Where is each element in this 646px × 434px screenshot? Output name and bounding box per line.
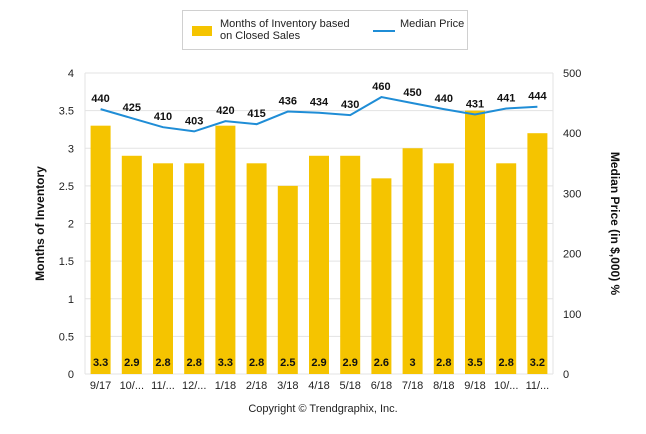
line-value-label: 440 [91,93,109,105]
bar [496,163,517,374]
bar-value-label: 2.8 [499,357,514,369]
x-tick-label: 3/18 [277,380,298,392]
bar [309,155,329,374]
bar [402,148,423,374]
y2-tick-label: 500 [563,68,581,80]
chart-legend: Months of Inventory based on Closed Sale… [182,10,468,50]
bar-value-label: 3 [410,357,416,369]
x-tick-label: 12/... [182,380,206,392]
x-tick-label: 10/... [494,380,518,392]
y-tick-label: 4 [68,68,74,80]
y-tick-label: 1.5 [59,256,74,268]
bar-value-label: 2.8 [249,357,264,369]
legend-bar-swatch [192,26,212,36]
y-tick-label: 3 [68,143,74,155]
line-value-label: 425 [123,102,141,114]
bar [153,163,173,374]
bar-value-label: 2.8 [436,357,451,369]
bar [90,125,111,374]
bar [215,125,236,374]
x-tick-label: 11/... [526,380,550,392]
x-tick-label: 5/18 [339,380,360,392]
legend-line-label: Median Price [400,18,465,30]
bar [246,163,267,374]
x-tick-label: 9/18 [464,380,485,392]
x-tick-label: 9/17 [90,380,111,392]
legend-bar-label-line2: on Closed Sales [220,30,301,42]
bar-value-label: 3.3 [93,357,108,369]
y-tick-label: 2.5 [59,181,74,193]
bar-value-label: 2.9 [343,357,358,369]
bar [433,163,454,374]
bar [340,155,361,374]
bar-value-label: 3.2 [530,357,545,369]
legend-bar-label-line1: Months of Inventory based [220,18,350,30]
y-tick-label: 0.5 [59,331,74,343]
y-tick-label: 0 [68,369,74,381]
line-value-label: 440 [435,93,453,105]
bar-value-label: 2.9 [311,357,326,369]
bar [527,133,548,374]
y-tick-label: 1 [68,294,74,306]
x-tick-label: 2/18 [246,380,267,392]
bar-value-label: 3.3 [218,357,233,369]
bar [184,163,205,374]
line-value-label: 441 [497,93,515,105]
line-value-label: 420 [216,105,234,117]
line-value-label: 436 [279,96,297,108]
y-axis-title: Months of Inventory [33,166,47,281]
median-price-line [100,96,538,133]
x-tick-label: 7/18 [402,380,423,392]
bar-value-label: 3.5 [467,357,482,369]
bar-value-label: 2.9 [124,357,139,369]
bar [465,110,485,374]
bar-value-label: 2.8 [155,357,170,369]
line-value-label: 460 [372,81,390,93]
x-tick-label: 11/... [151,380,175,392]
y2-tick-label: 400 [563,128,581,140]
bar-value-label: 2.8 [187,357,202,369]
y2-tick-label: 300 [563,188,581,200]
legend-bar-label: Months of Inventory based on Closed Sale… [220,18,370,42]
y-tick-label: 3.5 [59,106,74,118]
y2-axis-title: Median Price (in $,000) % [608,152,622,296]
y-tick-label: 2 [68,219,74,231]
line-value-label: 403 [185,115,203,127]
copyright-footer: Copyright © Trendgraphix, Inc. [248,403,398,415]
x-tick-label: 8/18 [433,380,454,392]
y2-tick-label: 0 [563,369,569,381]
line-value-label: 430 [341,99,359,111]
bar [277,185,298,374]
x-tick-label: 1/18 [215,380,236,392]
legend-line-swatch [373,30,395,32]
line-value-label: 434 [310,97,329,109]
line-value-label: 444 [528,91,547,103]
line-value-label: 450 [403,87,421,99]
x-tick-label: 4/18 [308,380,329,392]
bar [371,178,392,374]
line-value-label: 431 [466,99,484,111]
bar [121,155,142,374]
bar-value-label: 2.5 [280,357,295,369]
line-value-label: 415 [247,108,265,120]
line-value-label: 410 [154,111,172,123]
x-tick-label: 6/18 [371,380,392,392]
bar-value-label: 2.6 [374,357,389,369]
x-tick-label: 10/... [120,380,144,392]
y2-tick-label: 100 [563,309,581,321]
y2-tick-label: 200 [563,249,581,261]
